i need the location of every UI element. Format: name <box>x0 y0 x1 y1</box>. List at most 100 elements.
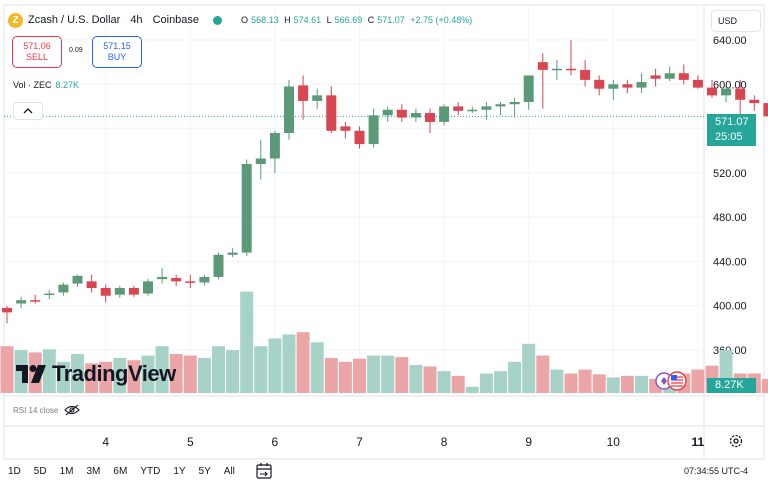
candle-body <box>453 106 464 111</box>
candle-body <box>763 103 768 117</box>
candle-body <box>509 102 520 105</box>
candle-body <box>269 133 280 159</box>
exchange-label: Coinbase <box>152 14 200 26</box>
candle-body <box>650 75 661 79</box>
range-1m[interactable]: 1M <box>59 466 74 477</box>
volume-bar <box>381 355 395 393</box>
low-value: 566.69 <box>334 15 363 25</box>
timeframe-label[interactable]: 4h <box>130 14 143 26</box>
range-6m[interactable]: 6M <box>113 466 128 477</box>
candle-body <box>495 104 506 107</box>
candle-body <box>284 86 294 133</box>
range-selector: 1D 5D 1M 3M 6M YTD 1Y 5Y All <box>8 466 248 477</box>
volume-bar <box>423 366 437 393</box>
volume-bar <box>761 378 768 393</box>
candle-body <box>171 278 182 282</box>
volume-bar <box>522 343 536 393</box>
bar-countdown: 25:05 <box>715 131 743 143</box>
clock-timezone[interactable]: 07:34:55 UTC-4 <box>684 466 749 476</box>
open-value: 568.13 <box>251 15 279 25</box>
candle-body <box>425 113 435 122</box>
volume-bar <box>409 364 423 393</box>
volume-bar <box>240 291 254 393</box>
candle-body <box>298 85 309 101</box>
candle-body <box>678 73 689 80</box>
candle-body <box>30 300 41 302</box>
candle-body <box>636 82 647 88</box>
volume-bar <box>310 342 324 393</box>
volume-bar <box>536 355 550 393</box>
close-value: 571.07 <box>377 15 405 25</box>
change-value: +2.75 (+0.48%) <box>410 15 473 25</box>
range-1d[interactable]: 1D <box>8 466 21 477</box>
y-tick-label: 640.00 <box>713 35 747 47</box>
currency-selector[interactable]: USD <box>711 10 761 32</box>
volume-bar <box>254 346 268 393</box>
candle-body <box>114 288 125 295</box>
eye-hidden-icon[interactable] <box>64 404 81 416</box>
ohlc-values: O 568.13 H 574.61 L 566.69 C 571.07 +2.75 (+… <box>241 15 473 25</box>
x-tick-label: 11 <box>692 435 705 449</box>
sell-label: SELL <box>25 52 49 62</box>
volume-bar <box>451 375 465 393</box>
candle-body <box>707 87 717 96</box>
volume-bar <box>226 350 240 393</box>
candle-body <box>664 73 675 79</box>
candle-body <box>721 88 732 96</box>
x-tick-label: 10 <box>607 435 621 449</box>
current-price-tag: 571.07 25:05 <box>707 114 756 146</box>
coin-icon: Z <box>8 12 23 28</box>
candle-body <box>2 307 12 313</box>
range-1y[interactable]: 1Y <box>173 466 186 477</box>
range-5y[interactable]: 5Y <box>198 466 211 477</box>
y-tick-label: 600.00 <box>713 79 747 91</box>
volume-bar <box>183 355 197 393</box>
calendar-range-icon[interactable] <box>255 462 273 480</box>
candle-body <box>467 109 478 112</box>
volume-label: Vol · ZEC <box>13 80 52 90</box>
candle-body <box>241 164 252 253</box>
y-tick-label: 480.00 <box>713 212 747 224</box>
volume-bar <box>620 375 634 393</box>
volume-bar <box>606 377 620 393</box>
symbol-name[interactable]: Zcash / U.S. Dollar <box>28 14 121 26</box>
flag-icon[interactable] <box>650 370 690 392</box>
range-5d[interactable]: 5D <box>33 466 47 477</box>
volume-bar <box>113 357 127 393</box>
buy-label: BUY <box>107 52 127 62</box>
volume-bar <box>268 338 282 393</box>
volume-bar <box>635 375 648 393</box>
candle-body <box>594 79 605 89</box>
symbol-header[interactable]: Z Zcash / U.S. Dollar 4h Coinbase O 568.1… <box>8 10 475 30</box>
y-tick-label: 520.00 <box>713 168 747 180</box>
volume-bar <box>367 355 381 393</box>
candle-body <box>16 300 27 304</box>
volume-bar <box>564 373 578 393</box>
buy-button[interactable]: 571.15 BUY <box>92 36 142 68</box>
candle-body <box>44 293 55 296</box>
x-tick-label: 8 <box>441 435 448 449</box>
high-value: 574.61 <box>293 15 322 25</box>
gear-icon[interactable] <box>728 433 744 449</box>
candle-body <box>340 126 351 131</box>
range-all[interactable]: All <box>223 466 235 477</box>
collapse-legend-button[interactable] <box>13 102 43 120</box>
candle-body <box>100 288 111 296</box>
rsi-legend[interactable]: RSI 14 close <box>13 404 81 416</box>
volume-bar <box>212 346 225 393</box>
y-tick-label: 400.00 <box>713 301 747 313</box>
volume-bar <box>324 357 338 393</box>
candle-body <box>410 113 421 118</box>
volume-bar <box>338 361 352 393</box>
volume-bar <box>127 360 141 393</box>
candle-body <box>199 276 210 283</box>
tradingview-watermark[interactable]: TradingView <box>16 361 176 387</box>
range-3m[interactable]: 3M <box>86 466 101 477</box>
range-ytd[interactable]: YTD <box>140 466 161 477</box>
candle-body <box>551 68 562 71</box>
volume-legend[interactable]: Vol · ZEC 8.27K <box>13 80 79 90</box>
watermark-text: TradingView <box>52 361 176 386</box>
volume-bar <box>592 374 606 393</box>
sell-button[interactable]: 571.06 SELL <box>12 36 62 68</box>
